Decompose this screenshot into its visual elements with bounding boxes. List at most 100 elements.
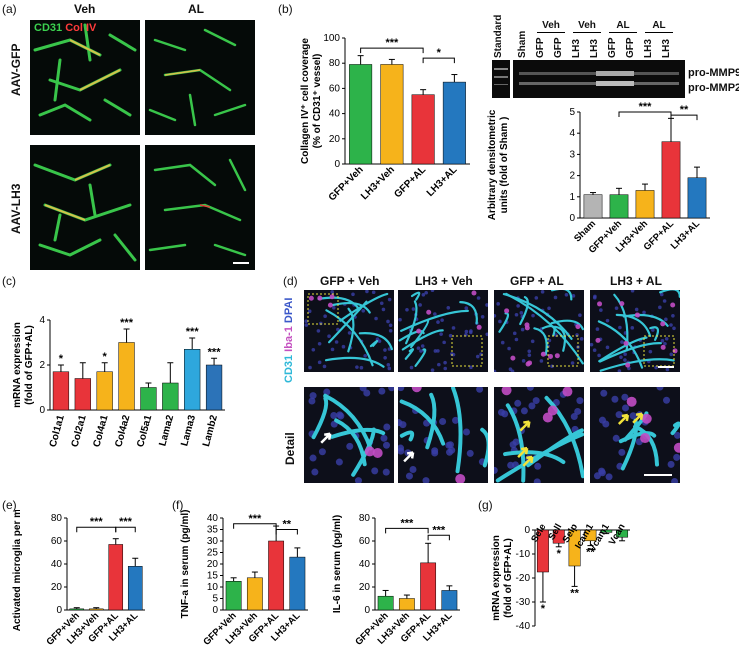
y-tick-label: 80 xyxy=(359,513,371,524)
nucleus xyxy=(422,477,430,483)
nucleus xyxy=(618,325,622,330)
nucleus xyxy=(663,341,667,346)
y-axis-label: TNF-a in serum (pg/ml) xyxy=(180,510,191,618)
y-tick-label: 0 xyxy=(212,605,218,616)
nucleus xyxy=(317,360,322,365)
x-tick-label: LH3+Veh xyxy=(359,164,397,202)
significance-bracket xyxy=(427,534,450,541)
y-tick-label: 20 xyxy=(329,134,341,145)
nucleus xyxy=(553,295,558,300)
micrograph-overview xyxy=(590,290,680,372)
panel-a-stain-legend: CD31 Col IV xyxy=(34,22,96,34)
microglia xyxy=(660,344,666,350)
y-axis-label-line: Activated microglia per mm² xyxy=(12,510,23,631)
nucleus xyxy=(462,428,470,436)
microglia xyxy=(476,324,482,330)
significance-star: ** xyxy=(570,587,579,599)
nucleus xyxy=(615,411,623,419)
vessel xyxy=(670,421,680,436)
vessel xyxy=(503,450,566,465)
nucleus xyxy=(416,346,421,350)
nucleus xyxy=(336,411,344,419)
vessel xyxy=(369,339,379,348)
vessel xyxy=(399,309,469,332)
microglia xyxy=(641,413,652,424)
nucleus xyxy=(359,365,364,370)
nucleus xyxy=(430,368,435,372)
nucleus xyxy=(623,358,627,362)
vessel xyxy=(404,348,415,360)
vessel xyxy=(633,424,660,467)
vessel xyxy=(541,325,556,337)
nucleus xyxy=(443,366,448,371)
microglia xyxy=(504,308,510,314)
vessel xyxy=(550,319,584,331)
nucleus xyxy=(419,349,423,353)
nucleus xyxy=(446,305,451,310)
blot-lane-labels: Standard Sham GFP GFP LH3 LH3 GFP GFP LH3 LH3 Veh V… xyxy=(485,0,695,60)
nucleus xyxy=(514,337,519,342)
bar-Lama3 xyxy=(184,349,201,411)
vessel xyxy=(323,393,373,451)
microglia xyxy=(364,446,375,457)
nucleus xyxy=(311,348,316,352)
blot-lane-label: GFP xyxy=(607,37,618,58)
microglia xyxy=(634,312,640,318)
blot-group-label: AL xyxy=(609,20,637,33)
band-pro-mmp9: pro-MMP9 xyxy=(688,67,739,79)
nucleus xyxy=(335,458,343,466)
panel-d-detail-label: Detail xyxy=(283,432,297,465)
nucleus xyxy=(600,389,608,397)
nucleus xyxy=(532,397,540,405)
nucleus xyxy=(334,340,339,344)
micrograph-lh3-al xyxy=(145,145,255,270)
nucleus xyxy=(579,337,584,341)
bar-GFP+AL xyxy=(661,141,681,219)
bar-Lamb2 xyxy=(205,364,223,411)
panel-b-label: (b) xyxy=(278,2,293,16)
nucleus xyxy=(378,387,386,395)
nucleus xyxy=(590,342,594,347)
y-tick-label: 60 xyxy=(51,536,63,547)
micrograph-overview xyxy=(398,290,488,372)
bar-GFP+Veh xyxy=(349,64,373,165)
nucleus xyxy=(365,290,369,294)
nucleus xyxy=(442,340,446,345)
significance-label: ** xyxy=(680,104,689,116)
significance-bracket xyxy=(422,57,455,64)
nucleus xyxy=(664,336,669,341)
vessel xyxy=(339,292,389,322)
x-tick-label: Col4a2 xyxy=(113,414,132,449)
panel-a-row-gfp: AAV-GFP xyxy=(9,43,23,96)
y-axis-label-line: mRNA expression xyxy=(12,322,23,408)
microglia xyxy=(670,302,676,308)
micrograph-image xyxy=(590,290,680,372)
blot-lane-label: LH3 xyxy=(589,39,600,58)
microglia xyxy=(548,353,554,359)
microglia xyxy=(327,302,333,308)
nucleus xyxy=(621,393,629,401)
nucleus xyxy=(651,328,655,332)
nucleus xyxy=(598,469,606,477)
nucleus xyxy=(664,317,668,322)
nucleus xyxy=(623,352,627,357)
bar-GFP+AL xyxy=(420,562,437,611)
microglia xyxy=(660,321,666,327)
bar-Icam1 xyxy=(584,529,597,542)
nucleus xyxy=(316,329,321,333)
nucleus xyxy=(347,331,352,335)
nucleus xyxy=(359,387,367,392)
blot-lane-label: Sham xyxy=(517,30,528,58)
nucleus xyxy=(383,423,391,431)
y-axis-label-line: (fold of GFP+AL) xyxy=(24,325,35,405)
nucleus xyxy=(445,441,453,449)
x-tick-label: Col1a1 xyxy=(48,414,67,449)
nucleus xyxy=(330,347,335,352)
nucleus xyxy=(323,388,331,396)
nucleus xyxy=(383,348,387,352)
vessel-image xyxy=(148,158,247,257)
nucleus xyxy=(663,396,671,404)
nucleus xyxy=(617,369,622,372)
y-tick-label: 40 xyxy=(359,559,371,570)
